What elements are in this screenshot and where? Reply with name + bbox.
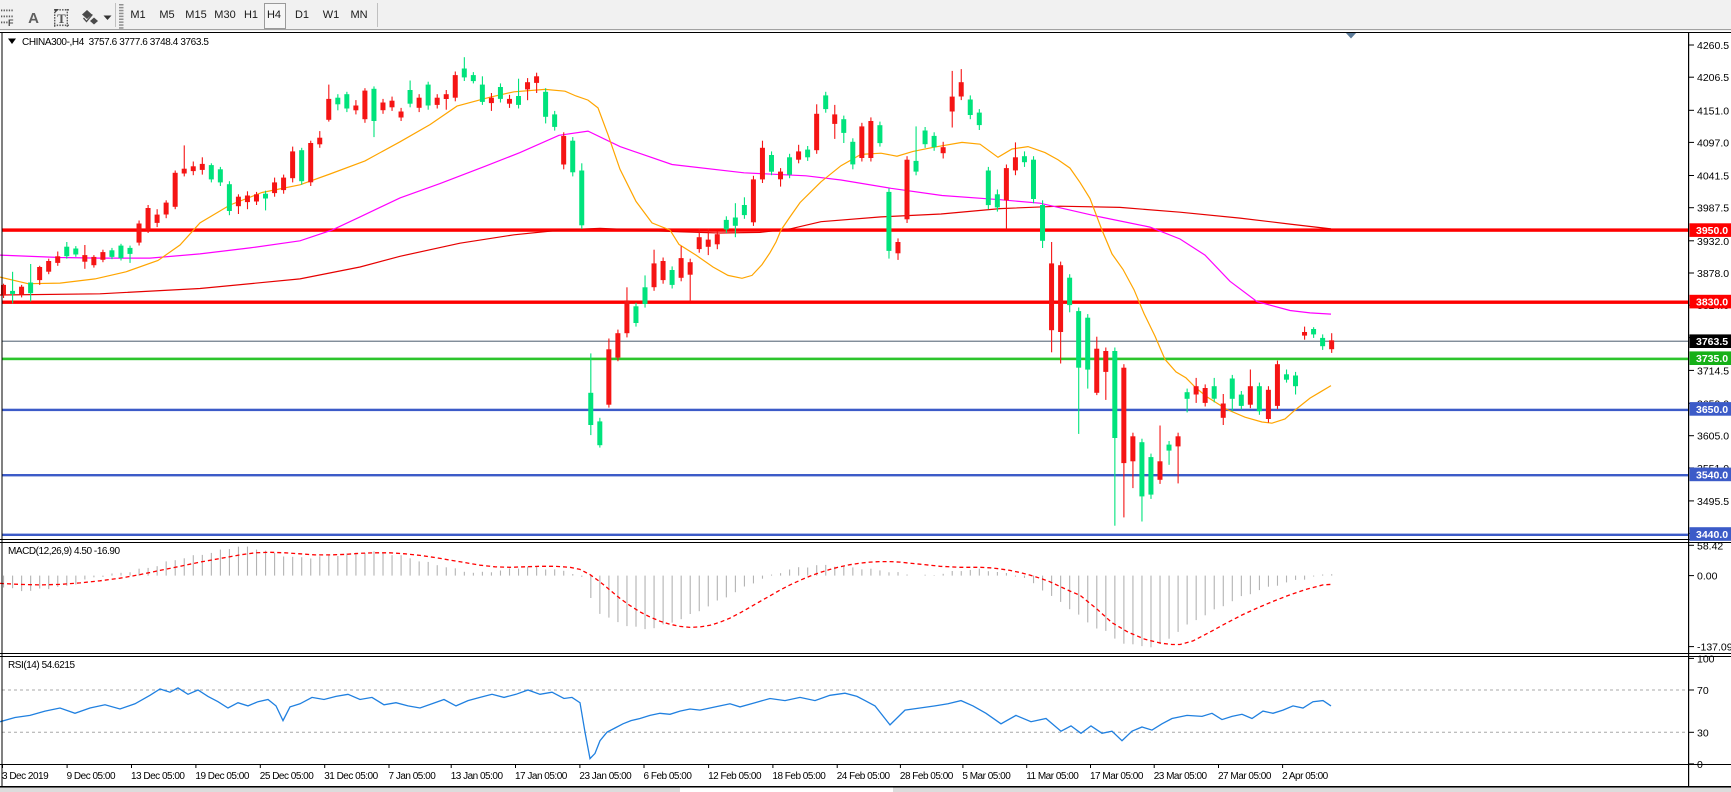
svg-text:6 Feb 05:00: 6 Feb 05:00 [644, 771, 693, 782]
svg-text:RSI(14) 54.6215: RSI(14) 54.6215 [8, 660, 76, 671]
svg-text:18 Feb 05:00: 18 Feb 05:00 [772, 771, 826, 782]
svg-text:23 Jan 05:00: 23 Jan 05:00 [579, 771, 632, 782]
svg-text:3540.0: 3540.0 [1696, 469, 1728, 481]
svg-text:T: T [57, 11, 66, 26]
svg-text:3605.0: 3605.0 [1697, 431, 1729, 443]
svg-text:13 Dec 05:00: 13 Dec 05:00 [131, 771, 185, 782]
svg-text:9 Dec 05:00: 9 Dec 05:00 [67, 771, 116, 782]
svg-text:31 Dec 05:00: 31 Dec 05:00 [324, 771, 378, 782]
svg-text:17 Jan 05:00: 17 Jan 05:00 [515, 771, 568, 782]
svg-text:100: 100 [1697, 653, 1715, 665]
svg-text:12 Feb 05:00: 12 Feb 05:00 [708, 771, 762, 782]
svg-text:4041.5: 4041.5 [1697, 171, 1729, 183]
svg-text:30: 30 [1697, 727, 1709, 739]
svg-text:4206.5: 4206.5 [1697, 72, 1729, 84]
svg-text:-137.09: -137.09 [1697, 642, 1731, 654]
svg-text:3987.5: 3987.5 [1697, 203, 1729, 215]
svg-text:58.42: 58.42 [1697, 540, 1723, 552]
svg-text:3440.0: 3440.0 [1696, 529, 1728, 541]
svg-text:3735.0: 3735.0 [1696, 353, 1728, 365]
svg-text:3650.0: 3650.0 [1696, 404, 1728, 416]
svg-text:3878.0: 3878.0 [1697, 268, 1729, 280]
svg-text:24 Feb 05:00: 24 Feb 05:00 [837, 771, 891, 782]
svg-text:4260.5: 4260.5 [1697, 40, 1729, 52]
svg-text:CHINA300-,H4 3757.6 3777.6 37: CHINA300-,H4 3757.6 3777.6 3748.4 3763.5 [22, 37, 209, 48]
svg-text:23 Mar 05:00: 23 Mar 05:00 [1154, 771, 1208, 782]
svg-text:3495.5: 3495.5 [1697, 496, 1729, 508]
svg-text:70: 70 [1697, 685, 1709, 697]
svg-text:13 Jan 05:00: 13 Jan 05:00 [451, 771, 504, 782]
svg-text:0: 0 [1697, 759, 1703, 771]
svg-text:4151.0: 4151.0 [1697, 105, 1729, 117]
svg-text:2 Apr 05:00: 2 Apr 05:00 [1282, 771, 1329, 782]
svg-text:28 Feb 05:00: 28 Feb 05:00 [900, 771, 954, 782]
svg-text:3 Dec 2019: 3 Dec 2019 [2, 771, 49, 782]
svg-text:25 Dec 05:00: 25 Dec 05:00 [260, 771, 314, 782]
svg-text:27 Mar 05:00: 27 Mar 05:00 [1218, 771, 1272, 782]
svg-text:3714.5: 3714.5 [1697, 365, 1729, 377]
svg-text:3950.0: 3950.0 [1696, 225, 1728, 237]
svg-text:3932.0: 3932.0 [1697, 236, 1729, 248]
svg-text:5 Mar 05:00: 5 Mar 05:00 [962, 771, 1011, 782]
svg-text:7 Jan 05:00: 7 Jan 05:00 [389, 771, 437, 782]
svg-text:F: F [8, 18, 14, 28]
svg-text:11 Mar 05:00: 11 Mar 05:00 [1026, 771, 1079, 782]
svg-text:A: A [28, 10, 39, 27]
svg-text:3763.5: 3763.5 [1696, 336, 1728, 348]
svg-text:0.00: 0.00 [1697, 571, 1718, 583]
svg-text:17 Mar 05:00: 17 Mar 05:00 [1090, 771, 1144, 782]
svg-text:19 Dec 05:00: 19 Dec 05:00 [195, 771, 249, 782]
svg-text:3830.0: 3830.0 [1696, 297, 1728, 309]
svg-text:4097.0: 4097.0 [1697, 137, 1729, 149]
svg-text:MACD(12,26,9) 4.50 -16.90: MACD(12,26,9) 4.50 -16.90 [8, 546, 120, 557]
